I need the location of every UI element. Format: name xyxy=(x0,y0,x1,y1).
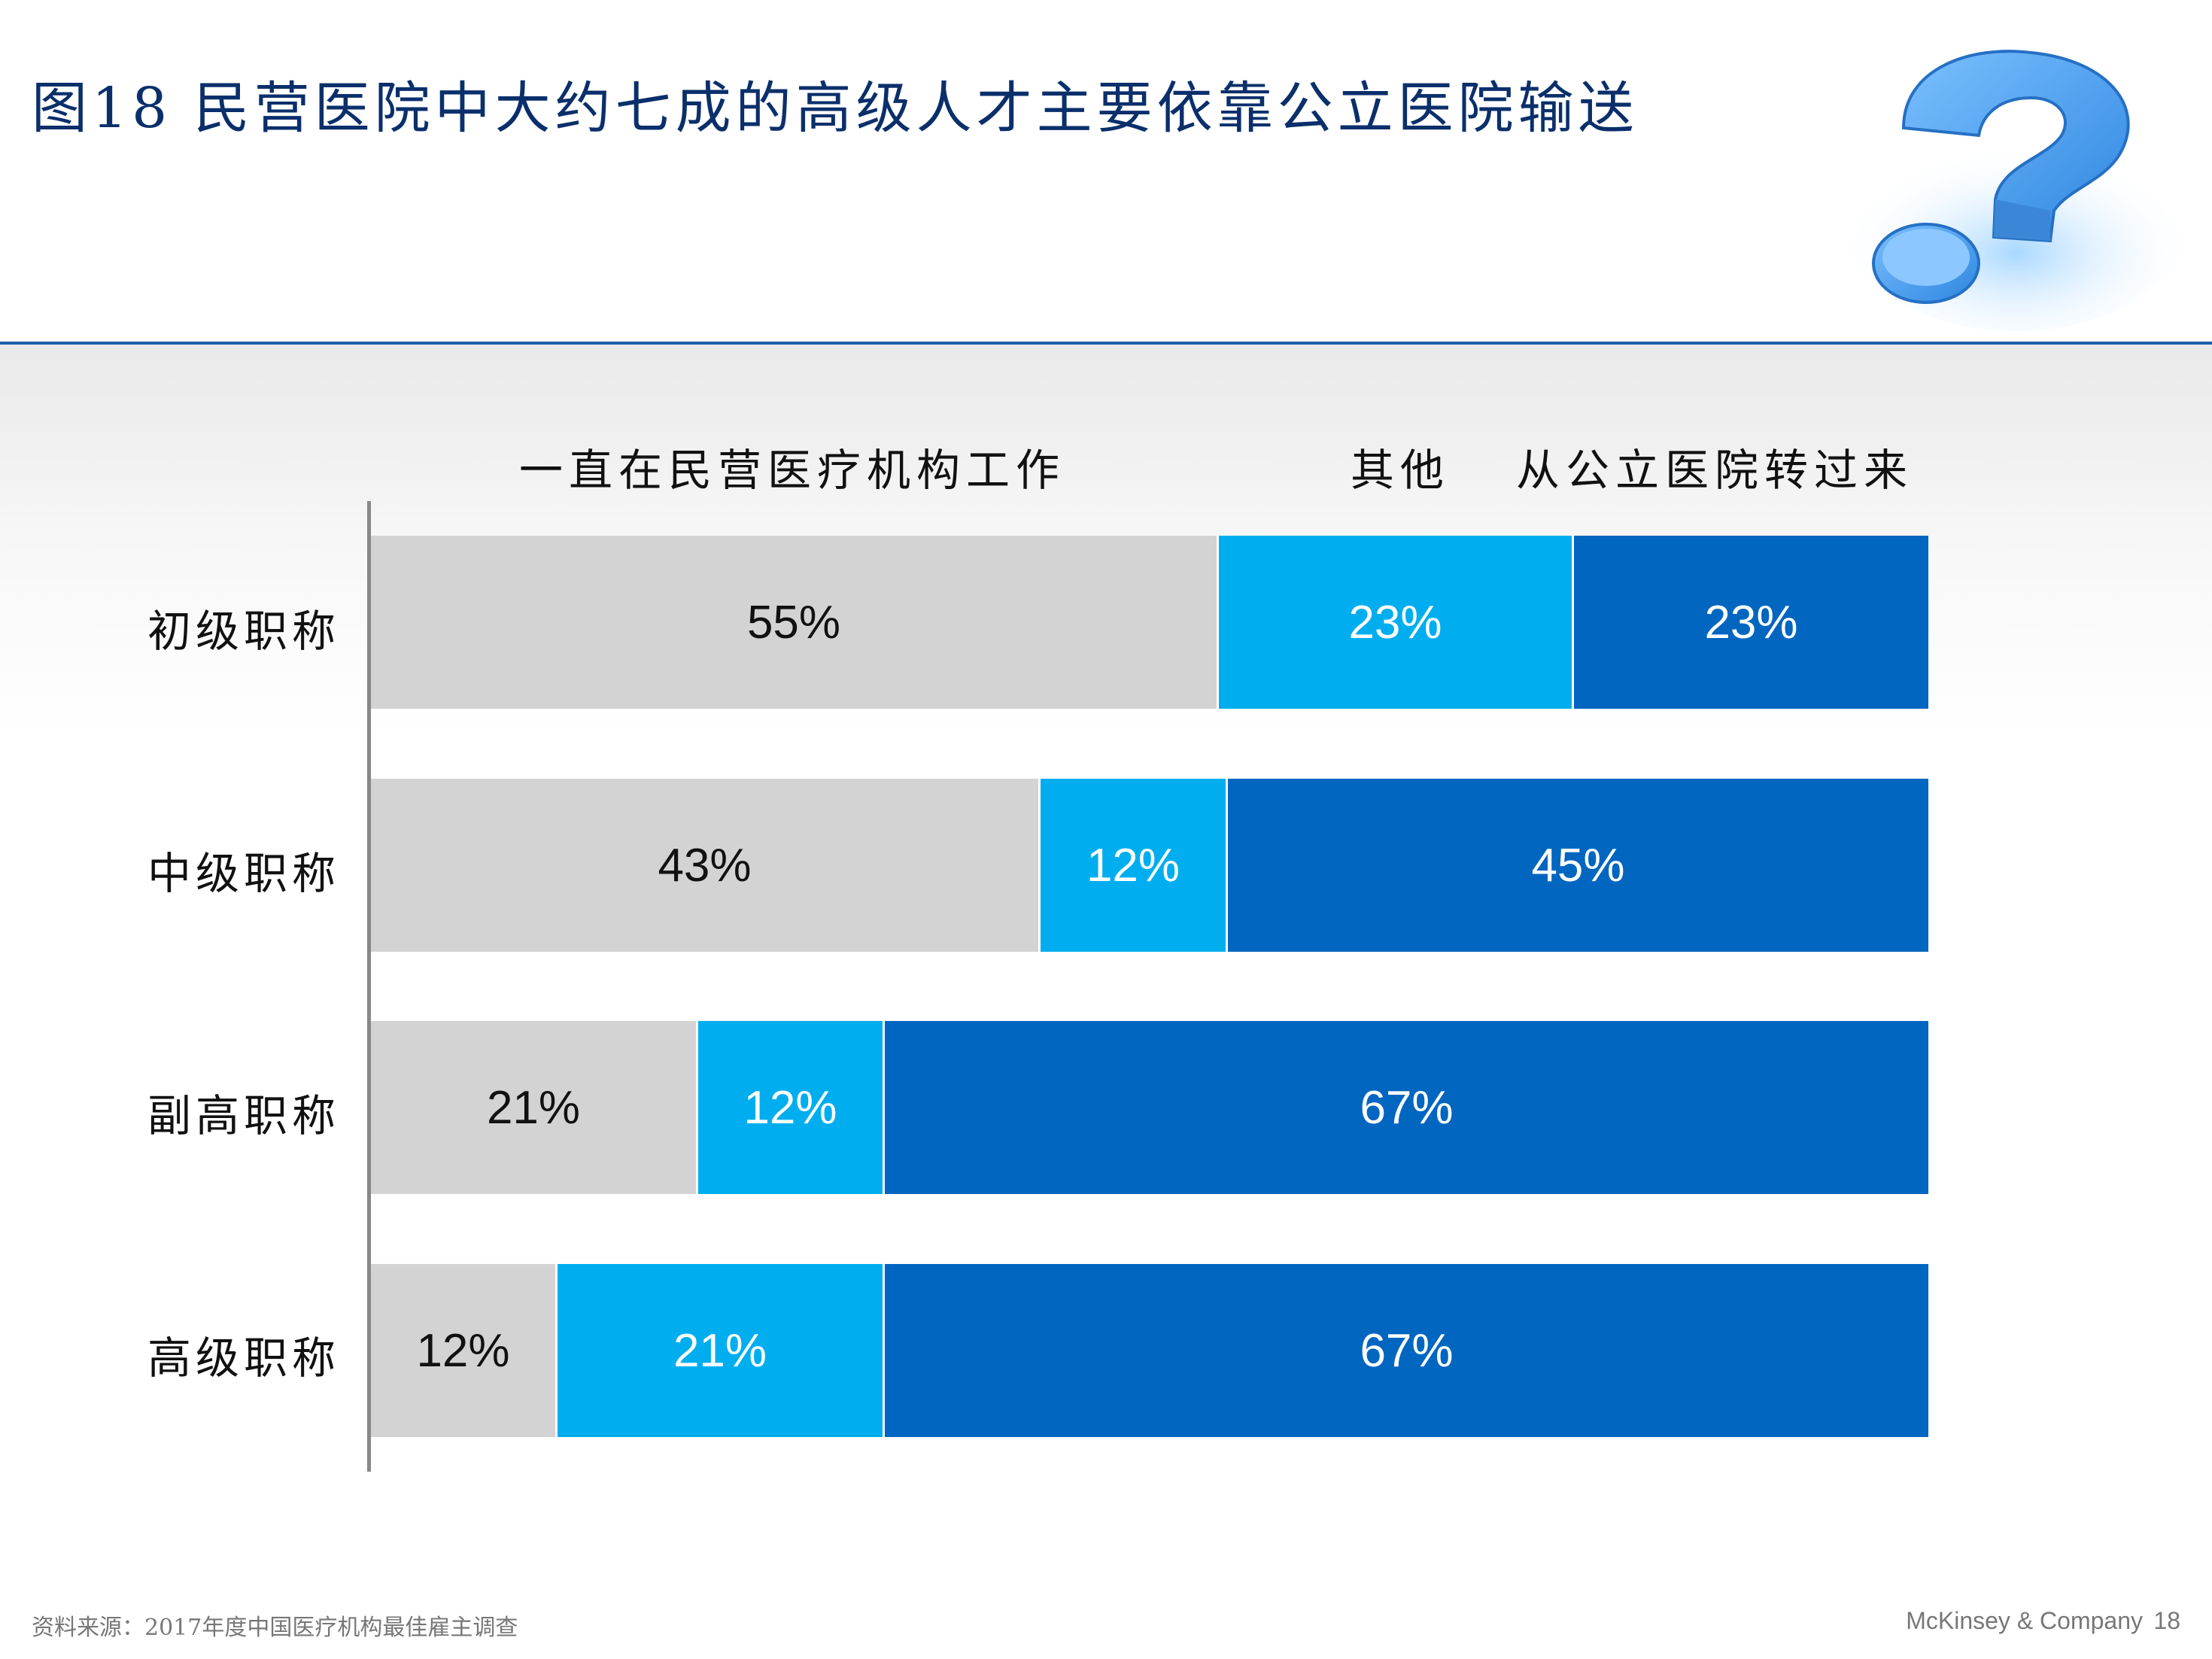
bar-segment-series3-row1: 23% xyxy=(1574,536,1928,709)
footer-source: 资料来源：2017年度中国医疗机构最佳雇主调查 xyxy=(32,1615,518,1641)
header-divider xyxy=(0,342,2212,345)
bar-row-4: 12% 21% 67% xyxy=(371,1264,1928,1437)
bar-segment-series2-row2: 12% xyxy=(1041,779,1228,952)
legend-series-2: 其他 xyxy=(1351,445,1451,496)
footer-brand: McKinsey & Company xyxy=(1906,1607,2143,1634)
bar-segment-series3-row4: 67% xyxy=(885,1264,1928,1437)
bar-segment-series3-row3: 67% xyxy=(885,1021,1928,1194)
bar-segment-series2-row3: 12% xyxy=(698,1021,885,1194)
bar-segment-series3-row2: 45% xyxy=(1228,779,1928,952)
category-label-2: 中级职称 xyxy=(147,848,341,899)
legend-series-3: 从公立医院转过来 xyxy=(1516,445,1914,496)
bar-segment-series1-row4: 12% xyxy=(371,1264,558,1437)
category-label-3: 副高职称 xyxy=(147,1090,341,1141)
bar-segment-series1-row3: 21% xyxy=(371,1021,698,1194)
legend-series-1: 一直在民营医疗机构工作 xyxy=(519,445,1066,496)
bar-row-1: 55% 23% 23% xyxy=(371,536,1928,709)
bar-segment-series1-row1: 55% xyxy=(371,536,1219,709)
category-label-1: 初级职称 xyxy=(147,606,341,657)
bar-segment-series1-row2: 43% xyxy=(371,779,1041,952)
bar-segment-series2-row1: 23% xyxy=(1219,536,1574,709)
page-number: 18 xyxy=(2153,1607,2180,1634)
question-mark-3d-icon xyxy=(1851,50,2182,331)
category-label-4: 高级职称 xyxy=(147,1332,341,1384)
page-title: 图18 民营医院中大约七成的高级人才主要依靠公立医院输送 xyxy=(32,76,1639,141)
category-axis-line xyxy=(367,501,371,1472)
bar-row-3: 21% 12% 67% xyxy=(371,1021,1928,1194)
bar-segment-series2-row4: 21% xyxy=(558,1264,885,1437)
bar-row-2: 43% 12% 45% xyxy=(371,779,1928,952)
